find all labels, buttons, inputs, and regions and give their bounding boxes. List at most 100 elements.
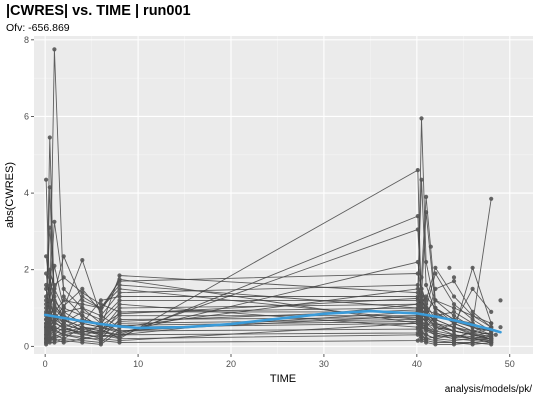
data-point (433, 305, 438, 311)
data-point (433, 311, 438, 316)
x-axis-title: TIME (270, 373, 296, 385)
data-point (47, 225, 52, 230)
data-point (47, 302, 52, 307)
data-point (117, 311, 122, 316)
data-point (470, 336, 475, 341)
data-point (415, 227, 420, 232)
data-point (498, 325, 503, 330)
data-point (433, 271, 438, 276)
data-point (451, 328, 457, 334)
data-point (424, 302, 429, 307)
data-point (117, 302, 122, 307)
data-point (80, 290, 85, 295)
data-point (80, 313, 85, 318)
data-point (61, 294, 66, 299)
data-point (415, 307, 420, 312)
data-point (52, 47, 57, 52)
data-point (424, 321, 429, 326)
data-point (47, 340, 52, 345)
data-point (44, 323, 49, 328)
data-point (415, 271, 420, 276)
data-point (61, 286, 66, 291)
data-point (419, 275, 424, 280)
data-point (98, 330, 103, 335)
data-point (433, 330, 438, 335)
data-point (493, 332, 498, 337)
data-point (98, 317, 103, 322)
data-point (424, 307, 429, 312)
gridlines (34, 36, 533, 354)
data-point (47, 290, 52, 295)
data-point (451, 302, 457, 307)
y-tick-label: 0 (24, 341, 29, 351)
data-point (433, 317, 438, 322)
data-point (447, 265, 452, 270)
data-point (47, 330, 52, 335)
data-point (498, 298, 503, 303)
data-point (61, 275, 66, 280)
data-point (433, 342, 438, 347)
data-point (44, 286, 49, 291)
data-point (98, 309, 103, 314)
data-point (80, 334, 85, 339)
data-point (419, 177, 424, 182)
data-point (80, 258, 85, 263)
data-point (61, 327, 66, 332)
data-point (61, 309, 66, 314)
x-tick-label: 0 (43, 359, 48, 369)
data-point (117, 290, 122, 295)
data-point (98, 313, 103, 318)
x-tick-label: 30 (319, 359, 329, 369)
x-tick-label: 40 (412, 359, 422, 369)
chart-title: |CWRES| vs. TIME | run001 (6, 3, 191, 19)
data-point (424, 336, 429, 341)
data-point (52, 294, 57, 299)
data-point (47, 185, 52, 190)
chart-subtitle: Ofv: -656.869 (6, 22, 70, 34)
data-point (415, 259, 420, 265)
data-point (52, 286, 57, 291)
data-point (80, 330, 85, 335)
data-point (415, 286, 420, 291)
data-point (451, 342, 457, 347)
data-point (52, 282, 57, 288)
data-point (44, 327, 49, 332)
data-point (44, 177, 49, 182)
data-point (98, 342, 103, 347)
data-point (47, 319, 52, 324)
data-point (489, 336, 494, 341)
data-point (424, 282, 429, 288)
data-point (47, 282, 52, 288)
data-point (117, 273, 122, 278)
data-point (415, 296, 420, 301)
data-point (52, 290, 57, 295)
data-point (98, 334, 103, 339)
data-point (419, 298, 424, 303)
data-point (117, 340, 122, 345)
data-point (98, 298, 103, 303)
data-point (117, 319, 122, 324)
data-point (419, 290, 424, 295)
series-line (45, 169, 492, 343)
data-point (451, 305, 457, 311)
data-point (47, 305, 52, 311)
data-point (451, 275, 457, 280)
data-point (47, 275, 52, 280)
data-point (117, 279, 122, 284)
data-point (80, 340, 85, 345)
data-point (415, 290, 420, 295)
data-point (44, 294, 49, 299)
data-point (433, 286, 438, 291)
y-axis-title: abs(CWRES) (4, 162, 16, 228)
data-point (52, 304, 57, 309)
x-tick-label: 10 (133, 359, 143, 369)
data-point (44, 271, 49, 276)
data-point (424, 194, 429, 199)
data-point (117, 282, 122, 288)
data-point (52, 334, 57, 339)
data-point (451, 313, 457, 318)
y-tick-label: 4 (24, 188, 29, 198)
series-line (45, 275, 492, 336)
plot-panel (34, 36, 533, 354)
